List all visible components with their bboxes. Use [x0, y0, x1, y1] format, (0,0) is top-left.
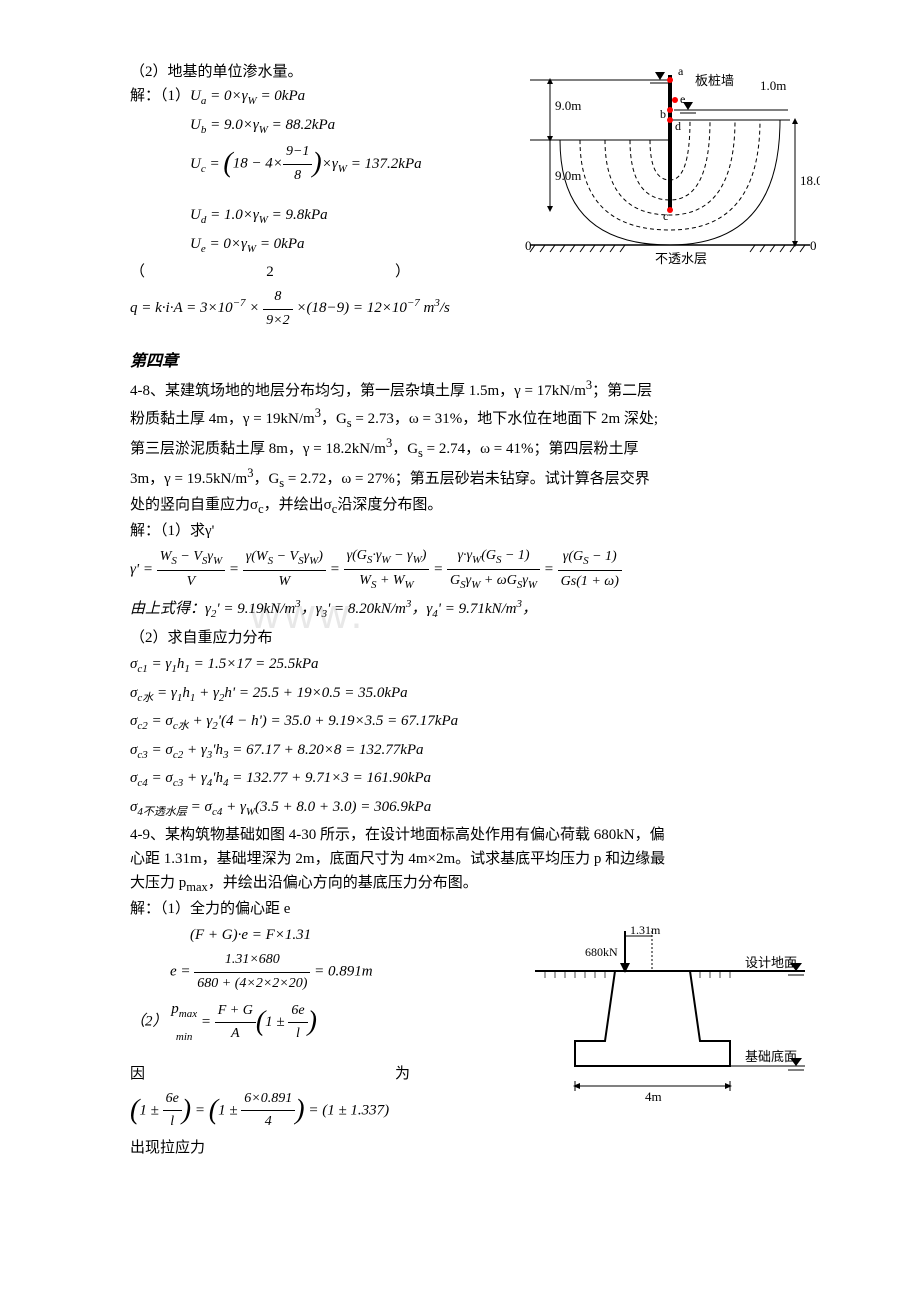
gamma-derivation: γ' = WS − VSγWV = γ(WS − VSγW)W = γ(GS·γ…	[130, 545, 820, 595]
problem-48-line4: 3m，γ = 19.5kN/m3，Gs = 2.72，ω = 27%；第五层砂岩…	[130, 463, 820, 493]
problem-48-line3: 第三层淤泥质黏土厚 8m，γ = 18.2kN/m3，Gs = 2.74，ω =…	[130, 433, 820, 463]
problem-49-line3: 大压力 pmax，并绘出沿偏心方向的基底压力分布图。	[130, 871, 820, 897]
svg-text:a: a	[678, 64, 684, 78]
svg-text:1.31m: 1.31m	[630, 923, 661, 937]
svg-text:9.0m: 9.0m	[555, 168, 581, 183]
problem-48-line1: 4-8、某建筑场地的地层分布均匀，第一层杂填土厚 1.5m，γ = 17kN/m…	[130, 375, 820, 403]
svg-text:板桩墙: 板桩墙	[695, 73, 734, 88]
svg-text:基础底面: 基础底面	[745, 1049, 797, 1064]
svg-text:e: e	[680, 92, 685, 106]
svg-text:0: 0	[525, 238, 532, 253]
sigma-c4: σc4 = σc3 + γ4'h4 = 132.77 + 9.71×3 = 16…	[130, 766, 820, 793]
sigma-c2: σc2 = σc水 + γ2'(4 − h') = 35.0 + 9.19×3.…	[130, 709, 820, 736]
problem-48-line5: 处的竖向自重应力σc，并绘出σc沿深度分布图。	[130, 493, 820, 519]
svg-text:0: 0	[810, 238, 817, 253]
svg-text:680kN: 680kN	[585, 945, 618, 959]
because-label: 因为	[130, 1062, 410, 1086]
tension-note: 出现拉应力	[130, 1136, 820, 1160]
problem-49-line2: 心距 1.31m，基础埋深为 2m，底面尺寸为 4m×2m。试求基底平均压力 p…	[130, 847, 820, 871]
foundation-figure: 1.31m 680kN 设计地面 基础底面 4m	[520, 921, 820, 1129]
formula-q: q = k·i·A = 3×10−7 × 89×2 ×(18−9) = 12×1…	[130, 286, 820, 332]
sigma-c1: σc1 = γ1h1 = 1.5×17 = 25.5kPa	[130, 652, 820, 679]
sigma-cw: σc水 = γ1h1 + γ2h' = 25.5 + 19×0.5 = 35.0…	[130, 681, 820, 708]
svg-text:不透水层: 不透水层	[655, 251, 707, 266]
sol49-1: 解：（1）全力的偏心距 e	[130, 897, 820, 921]
chapter4-title: 第四章	[130, 349, 820, 375]
svg-text:c: c	[663, 209, 668, 223]
sigma-impervious: σ4不透水层 = σc4 + γW(3.5 + 8.0 + 3.0) = 306…	[130, 795, 820, 822]
svg-text:9.0m: 9.0m	[555, 98, 581, 113]
svg-text:4m: 4m	[645, 1089, 662, 1104]
sol48-1: 解：（1）求γ'	[130, 519, 820, 543]
problem-48-line2: 粉质黏土厚 4m，γ = 19kN/m3，Gs = 2.73，ω = 31%，地…	[130, 403, 820, 433]
svg-text:d: d	[675, 119, 681, 133]
svg-text:设计地面: 设计地面	[745, 955, 797, 970]
problem-49-line1: 4-9、某构筑物基础如图 4-30 所示，在设计地面标高处作用有偏心荷载 680…	[130, 823, 820, 847]
sigma-c3: σc3 = σc2 + γ3'h3 = 67.17 + 8.20×8 = 132…	[130, 738, 820, 765]
svg-text:b: b	[660, 107, 666, 121]
gamma-results: 由上式得：γ2' = 9.19kN/m3，γ3' = 8.20kN/m3，γ4'…	[130, 596, 820, 624]
part2-label: （2）	[130, 260, 410, 284]
sheet-pile-figure: a b d e c 板桩墙 1.0m 9.0m 9.0m 18.0m 不透水层 …	[520, 60, 820, 278]
sol48-2: （2）求自重应力分布	[130, 626, 820, 650]
svg-text:1.0m: 1.0m	[760, 78, 786, 93]
svg-text:18.0m: 18.0m	[800, 173, 820, 188]
